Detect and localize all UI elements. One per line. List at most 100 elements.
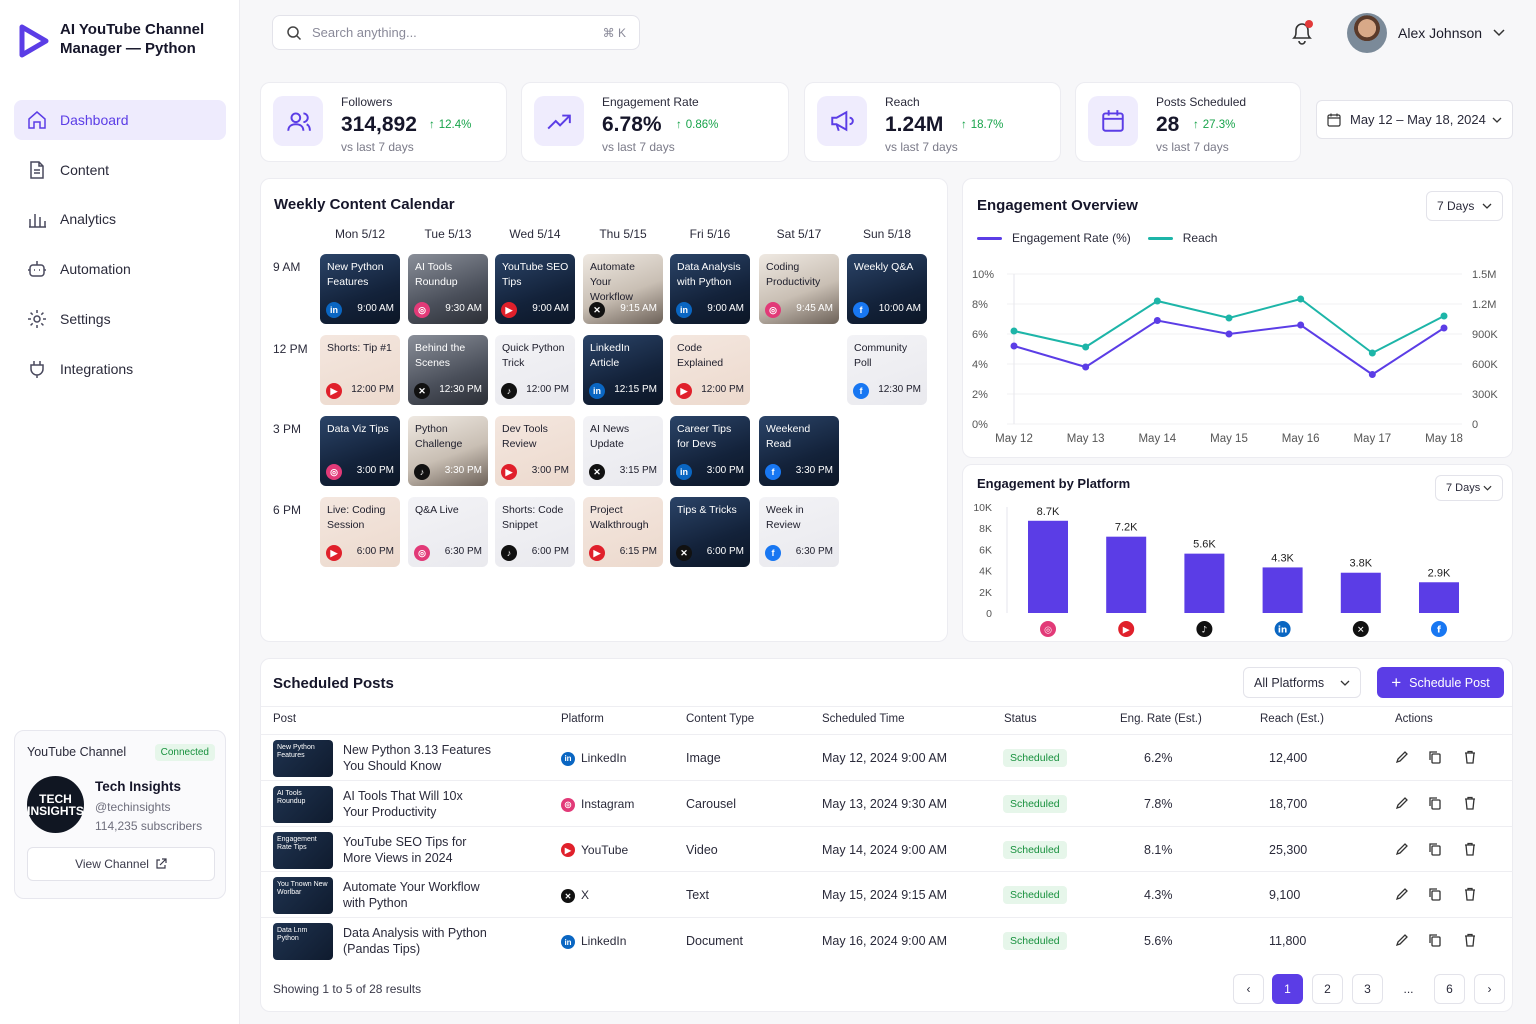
post-title[interactable]: New Python 3.13 Features You Should Know (343, 742, 491, 774)
user-menu-chevron-icon[interactable] (1493, 29, 1505, 37)
post-thumbnail: AI Tools Roundup (273, 785, 333, 823)
trash-icon[interactable] (1463, 887, 1477, 906)
trash-icon[interactable] (1463, 750, 1477, 769)
search-bar[interactable]: Search anything... ⌘ K (272, 15, 640, 50)
table-row[interactable]: You Tnown New Worlbar Automate Your Workf… (260, 871, 1513, 917)
page-button[interactable]: 6 (1434, 974, 1465, 1004)
user-avatar[interactable] (1347, 13, 1387, 53)
calendar-post-tile[interactable]: Automate Your Workflow ✕ 9:15 AM (583, 254, 663, 324)
data-point[interactable] (1368, 349, 1376, 357)
copy-icon[interactable] (1428, 750, 1442, 769)
bar-x[interactable] (1340, 572, 1381, 613)
user-name[interactable]: Alex Johnson (1398, 25, 1483, 41)
data-point[interactable] (1225, 314, 1233, 322)
calendar-post-tile[interactable]: Weekly Q&A f 10:00 AM (847, 254, 927, 324)
bar-linkedin[interactable] (1262, 567, 1303, 613)
calendar-post-tile[interactable]: Dev Tools Review ▶ 3:00 PM (495, 416, 575, 486)
stat-card-engagement-rate: Engagement Rate 6.78% ↑ 0.86% vs last 7 days (521, 82, 789, 162)
schedule-post-button[interactable]: + Schedule Post (1377, 667, 1504, 698)
calendar-post-tile[interactable]: Python Challenge ♪ 3:30 PM (408, 416, 488, 486)
engagement-rate: 4.3% (1144, 888, 1173, 903)
trash-icon[interactable] (1463, 796, 1477, 815)
data-point[interactable] (1440, 312, 1448, 320)
data-point[interactable] (1153, 317, 1161, 324)
table-row[interactable]: AI Tools Roundup AI Tools That Will 10x Yo… (260, 779, 1513, 826)
copy-icon[interactable] (1428, 933, 1442, 952)
trash-icon[interactable] (1463, 842, 1477, 861)
data-point[interactable] (1368, 371, 1376, 378)
calendar-post-tile[interactable]: Week in Review f 6:30 PM (759, 497, 839, 567)
page-button[interactable]: 1 (1272, 974, 1303, 1004)
data-point[interactable] (1440, 324, 1448, 332)
sidebar-item-content[interactable]: Content (14, 150, 226, 190)
post-title[interactable]: AI Tools That Will 10x Your Productivity (343, 788, 463, 820)
search-input[interactable]: Search anything... (312, 25, 417, 40)
edit-icon[interactable] (1395, 842, 1409, 861)
calendar-post-tile[interactable]: YouTube SEO Tips ▶ 9:00 AM (495, 254, 575, 324)
platform-range-select[interactable]: 7 Days (1435, 475, 1503, 501)
sidebar-item-settings[interactable]: Settings (14, 299, 226, 339)
edit-icon[interactable] (1395, 796, 1409, 815)
view-channel-button[interactable]: View Channel (27, 847, 215, 881)
calendar-post-tile[interactable]: Project Walkthrough ▶ 6:15 PM (583, 497, 663, 567)
copy-icon[interactable] (1428, 796, 1442, 815)
calendar-post-tile[interactable]: Shorts: Tip #1 ▶ 12:00 PM (320, 335, 400, 405)
calendar-post-tile[interactable]: LinkedIn Article in 12:15 PM (583, 335, 663, 405)
data-point[interactable] (1010, 342, 1018, 350)
copy-icon[interactable] (1428, 887, 1442, 906)
bar-tiktok[interactable] (1184, 553, 1225, 613)
calendar-post-tile[interactable]: Code Explained ▶ 12:00 PM (670, 335, 750, 405)
calendar-post-tile[interactable]: Career Tips for Devs in 3:00 PM (670, 416, 750, 486)
calendar-post-tile[interactable]: Live: Coding Session ▶ 6:00 PM (320, 497, 400, 567)
post-title[interactable]: Automate Your Workflow with Python (343, 879, 480, 911)
edit-icon[interactable] (1395, 887, 1409, 906)
calendar-post-tile[interactable]: Q&A Live ◎ 6:30 PM (408, 497, 488, 567)
page-button[interactable]: 3 (1352, 974, 1383, 1004)
data-point[interactable] (1225, 330, 1233, 338)
calendar-post-tile[interactable]: Tips & Tricks ✕ 6:00 PM (670, 497, 750, 567)
data-point[interactable] (1082, 343, 1090, 351)
sidebar-item-integrations[interactable]: Integrations (14, 349, 226, 389)
next-page-button[interactable]: › (1474, 974, 1505, 1004)
calendar-post-tile[interactable]: AI News Update ✕ 3:15 PM (583, 416, 663, 486)
edit-icon[interactable] (1395, 933, 1409, 952)
calendar-post-tile[interactable]: Data Analysis with Python in 9:00 AM (670, 254, 750, 324)
post-title[interactable]: YouTube SEO Tips for More Views in 2024 (343, 834, 466, 866)
prev-page-button[interactable]: ‹ (1233, 974, 1264, 1004)
bar-facebook[interactable] (1419, 582, 1459, 613)
data-point[interactable] (1297, 295, 1305, 303)
data-point[interactable] (1153, 297, 1161, 305)
calendar-post-tile[interactable]: Weekend Read f 3:30 PM (759, 416, 839, 486)
table-row[interactable]: New Python Features New Python 3.13 Featu… (260, 734, 1513, 780)
bar-instagram[interactable] (1028, 520, 1068, 613)
calendar-post-tile[interactable]: Community Poll f 12:30 PM (847, 335, 927, 405)
post-title[interactable]: Data Analysis with Python (Pandas Tips) (343, 925, 487, 957)
notifications-button[interactable] (1290, 20, 1314, 51)
calendar-post-tile[interactable]: Quick Python Trick ♪ 12:00 PM (495, 335, 575, 405)
data-point[interactable] (1082, 363, 1090, 371)
date-range-picker[interactable]: May 12 – May 18, 2024 (1316, 100, 1513, 139)
platform-filter-select[interactable]: All Platforms (1243, 667, 1361, 698)
bar-youtube[interactable] (1106, 536, 1147, 613)
calendar-post-tile[interactable]: Behind the Scenes ✕ 12:30 PM (408, 335, 488, 405)
sidebar-item-automation[interactable]: Automation (14, 249, 226, 289)
edit-icon[interactable] (1395, 750, 1409, 769)
platform-l-icon: in (561, 751, 575, 766)
calendar-post-tile[interactable]: AI Tools Roundup ◎ 9:30 AM (408, 254, 488, 324)
calendar-post-tile[interactable]: Shorts: Code Snippet ♪ 6:00 PM (495, 497, 575, 567)
stat-label: Followers (341, 95, 393, 109)
data-point[interactable] (1297, 321, 1305, 329)
sidebar-item-dashboard[interactable]: Dashboard (14, 100, 226, 140)
overview-range-select[interactable]: 7 Days (1426, 191, 1503, 221)
calendar-post-tile[interactable]: New Python Features in 9:00 AM (320, 254, 400, 324)
table-row[interactable]: Engagement Rate Tips YouTube SEO Tips for… (260, 825, 1513, 872)
sidebar-item-analytics[interactable]: Analytics (14, 199, 226, 239)
tile-title: Live: Coding Session (327, 504, 386, 531)
page-button[interactable]: 2 (1312, 974, 1343, 1004)
data-point[interactable] (1010, 327, 1018, 335)
copy-icon[interactable] (1428, 842, 1442, 861)
calendar-post-tile[interactable]: Data Viz Tips ◎ 3:00 PM (320, 416, 400, 486)
trash-icon[interactable] (1463, 933, 1477, 952)
calendar-post-tile[interactable]: Coding Productivity ◎ 9:45 AM (759, 254, 839, 324)
table-row[interactable]: Data Lnm Python Data Analysis with Python… (260, 917, 1513, 963)
